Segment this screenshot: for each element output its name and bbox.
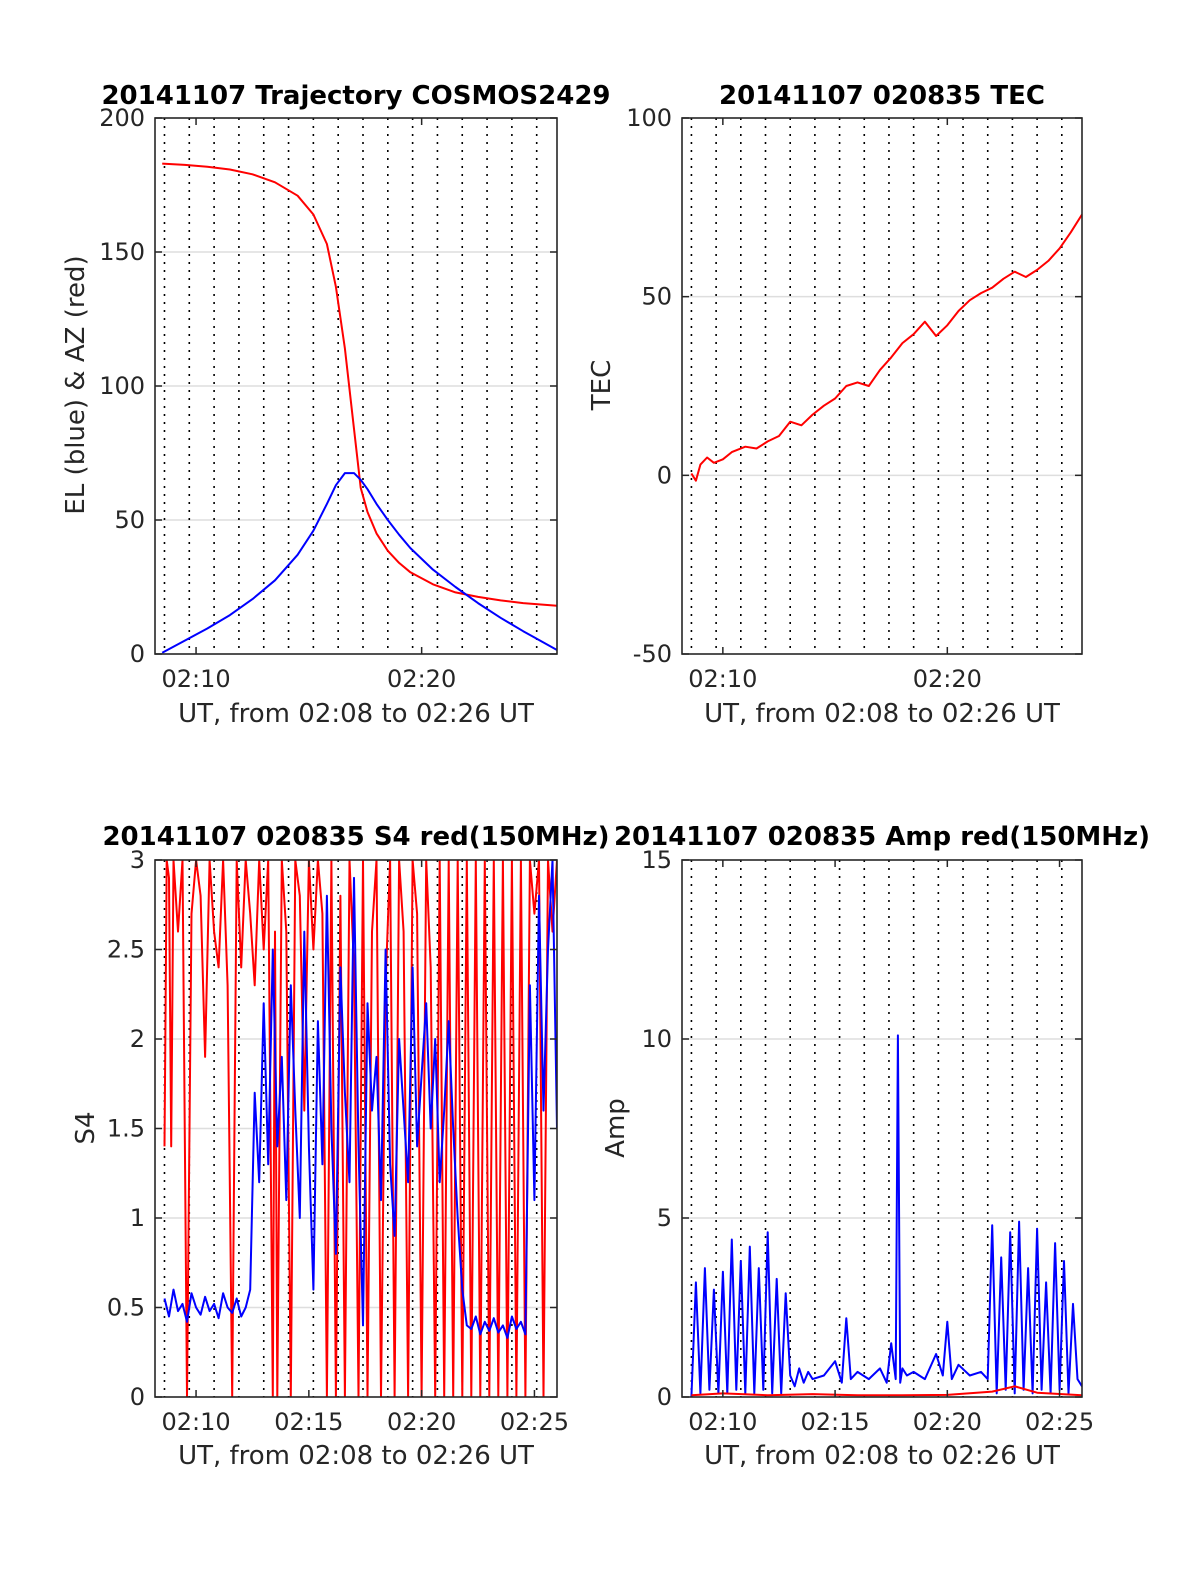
x-tick-label: 02:20 — [387, 665, 456, 693]
y-axis-label: EL (blue) & AZ (red) — [61, 255, 91, 514]
y-tick-label: 150 — [99, 238, 145, 266]
plot-area: 0 5 10 15 02:10 02:15 02:20 02:25 — [641, 846, 1094, 1436]
x-tick-label: 02:10 — [688, 1408, 757, 1436]
y-tick-label: 0.5 — [107, 1294, 145, 1322]
series-line-tec — [690, 213, 1082, 482]
x-tick-label: 02:15 — [801, 1408, 870, 1436]
x-axis-label: UT, from 02:08 to 02:26 UT — [178, 1441, 534, 1471]
x-tick-label: 02:20 — [913, 1408, 982, 1436]
y-tick-label: 3 — [130, 846, 145, 874]
panel-title: 20141107 Trajectory COSMOS2429 — [101, 81, 610, 111]
series-line-s4_blue — [163, 860, 557, 1339]
y-tick-label: 2 — [130, 1025, 145, 1053]
x-tick-label: 02:25 — [1025, 1408, 1094, 1436]
x-tick-label: 02:25 — [500, 1408, 569, 1436]
y-tick-label: 5 — [657, 1204, 672, 1232]
series-line-amp_red — [691, 1385, 1082, 1397]
y-tick-label: 1.5 — [107, 1115, 145, 1143]
x-tick-label: 02:10 — [161, 1408, 230, 1436]
series-line-amp_blue — [690, 1034, 1082, 1397]
plot-area: -50 0 50 100 02:10 02:20 — [626, 104, 1083, 693]
x-axis-label: UT, from 02:08 to 02:26 UT — [704, 1441, 1060, 1471]
y-tick-label: 0 — [130, 640, 145, 668]
series-line-azimuth — [162, 162, 557, 607]
panel-title: 20141107 020835 Amp red(150MHz) — [614, 822, 1150, 852]
axes-frame — [681, 859, 1083, 1398]
x-tick-label: 02:20 — [913, 665, 982, 693]
x-tick-label: 02:15 — [274, 1408, 343, 1436]
axes-frame — [681, 117, 1083, 655]
plot-area: 0 50 100 150 200 02:10 02:20 — [99, 104, 558, 693]
x-tick-label: 02:20 — [387, 1408, 456, 1436]
y-tick-label: 100 — [626, 104, 672, 132]
y-tick-label: 0 — [130, 1383, 145, 1411]
panel-title: 20141107 020835 S4 red(150MHz) — [102, 822, 609, 852]
y-tick-label: 50 — [641, 283, 672, 311]
y-tick-label: 10 — [641, 1025, 672, 1053]
y-tick-label: 50 — [114, 506, 145, 534]
axes-background — [682, 118, 1082, 654]
y-tick-label: 1 — [130, 1204, 145, 1232]
panel-trajectory: 0 50 100 150 200 02:10 02:20 20141107 Trajecto… — [61, 81, 611, 729]
plot-area: 0 0.5 1 1.5 2 2.5 3 02:10 02:15 02:20 02:25 — [107, 846, 569, 1436]
panel-s4: 0 0.5 1 1.5 2 2.5 3 02:10 02:15 02:20 02:25 201411… — [71, 822, 610, 1471]
panel-amp: 0 5 10 15 02:10 02:15 02:20 02:25 20141107 0208… — [601, 822, 1150, 1471]
x-tick-label: 02:10 — [688, 665, 757, 693]
series-line-s4_red — [163, 860, 557, 1397]
x-axis-label: UT, from 02:08 to 02:26 UT — [704, 699, 1060, 729]
y-tick-label: 100 — [99, 372, 145, 400]
x-tick-label: 02:10 — [161, 665, 230, 693]
y-tick-label: 2.5 — [107, 936, 145, 964]
y-tick-label: 0 — [657, 461, 672, 489]
y-axis-label: TEC — [587, 360, 617, 411]
panel-title: 20141107 020835 TEC — [719, 81, 1045, 111]
y-tick-label: 200 — [99, 104, 145, 132]
y-tick-label: 0 — [657, 1383, 672, 1411]
series-line-elevation — [161, 472, 557, 654]
y-tick-label: 15 — [641, 846, 672, 874]
x-axis-label: UT, from 02:08 to 02:26 UT — [178, 699, 534, 729]
y-axis-label: S4 — [71, 1111, 101, 1144]
y-tick-label: -50 — [633, 640, 672, 668]
y-axis-label: Amp — [601, 1098, 631, 1158]
